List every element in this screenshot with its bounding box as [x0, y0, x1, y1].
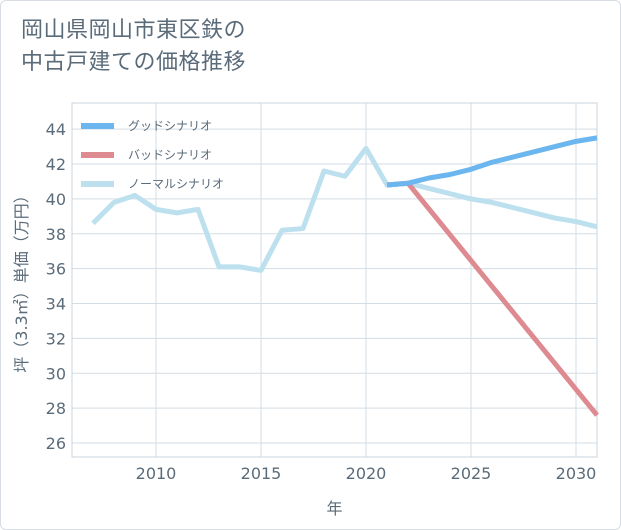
x-axis-label: 年: [326, 499, 342, 518]
series-line-0: [386, 135, 598, 188]
y-tick-label: 28: [46, 399, 66, 418]
y-tick-label: 40: [46, 190, 66, 209]
y-tick-label: 44: [46, 120, 66, 139]
x-axis-ticks: 2010 2015 2020 2025 2030: [136, 464, 597, 483]
series-line-2: [91, 145, 598, 273]
y-tick-label: 38: [46, 225, 66, 244]
y-tick-label: 34: [46, 295, 66, 314]
plot-area: [71, 102, 598, 458]
legend-label: グッドシナリオ: [128, 119, 212, 133]
legend-label: ノーマルシナリオ: [128, 177, 224, 191]
y-tick-label: 32: [46, 329, 66, 348]
x-tick-label: 2015: [241, 464, 282, 483]
legend-label: バッドシナリオ: [128, 148, 212, 162]
series-layer: [91, 135, 599, 417]
x-tick-label: 2030: [556, 464, 597, 483]
y-axis-label: 坪（3.3㎡）単価（万円）: [12, 187, 31, 372]
y-axis-ticks: 26 28 30 32 34 36 38 40 42 44: [46, 120, 66, 453]
y-tick-label: 42: [46, 155, 66, 174]
x-tick-label: 2025: [451, 464, 492, 483]
y-tick-label: 36: [46, 260, 66, 279]
y-tick-label: 30: [46, 364, 66, 383]
chart-title-line2: 中古戸建ての価格推移: [21, 50, 247, 75]
chart-title: 岡山県岡山市東区鉄の 中古戸建ての価格推移: [21, 15, 246, 79]
x-tick-label: 2010: [136, 464, 177, 483]
grid: [72, 103, 597, 457]
x-tick-label: 2020: [346, 464, 387, 483]
y-tick-label: 26: [46, 434, 66, 453]
chart-title-line1: 岡山県岡山市東区鉄の: [21, 18, 247, 43]
